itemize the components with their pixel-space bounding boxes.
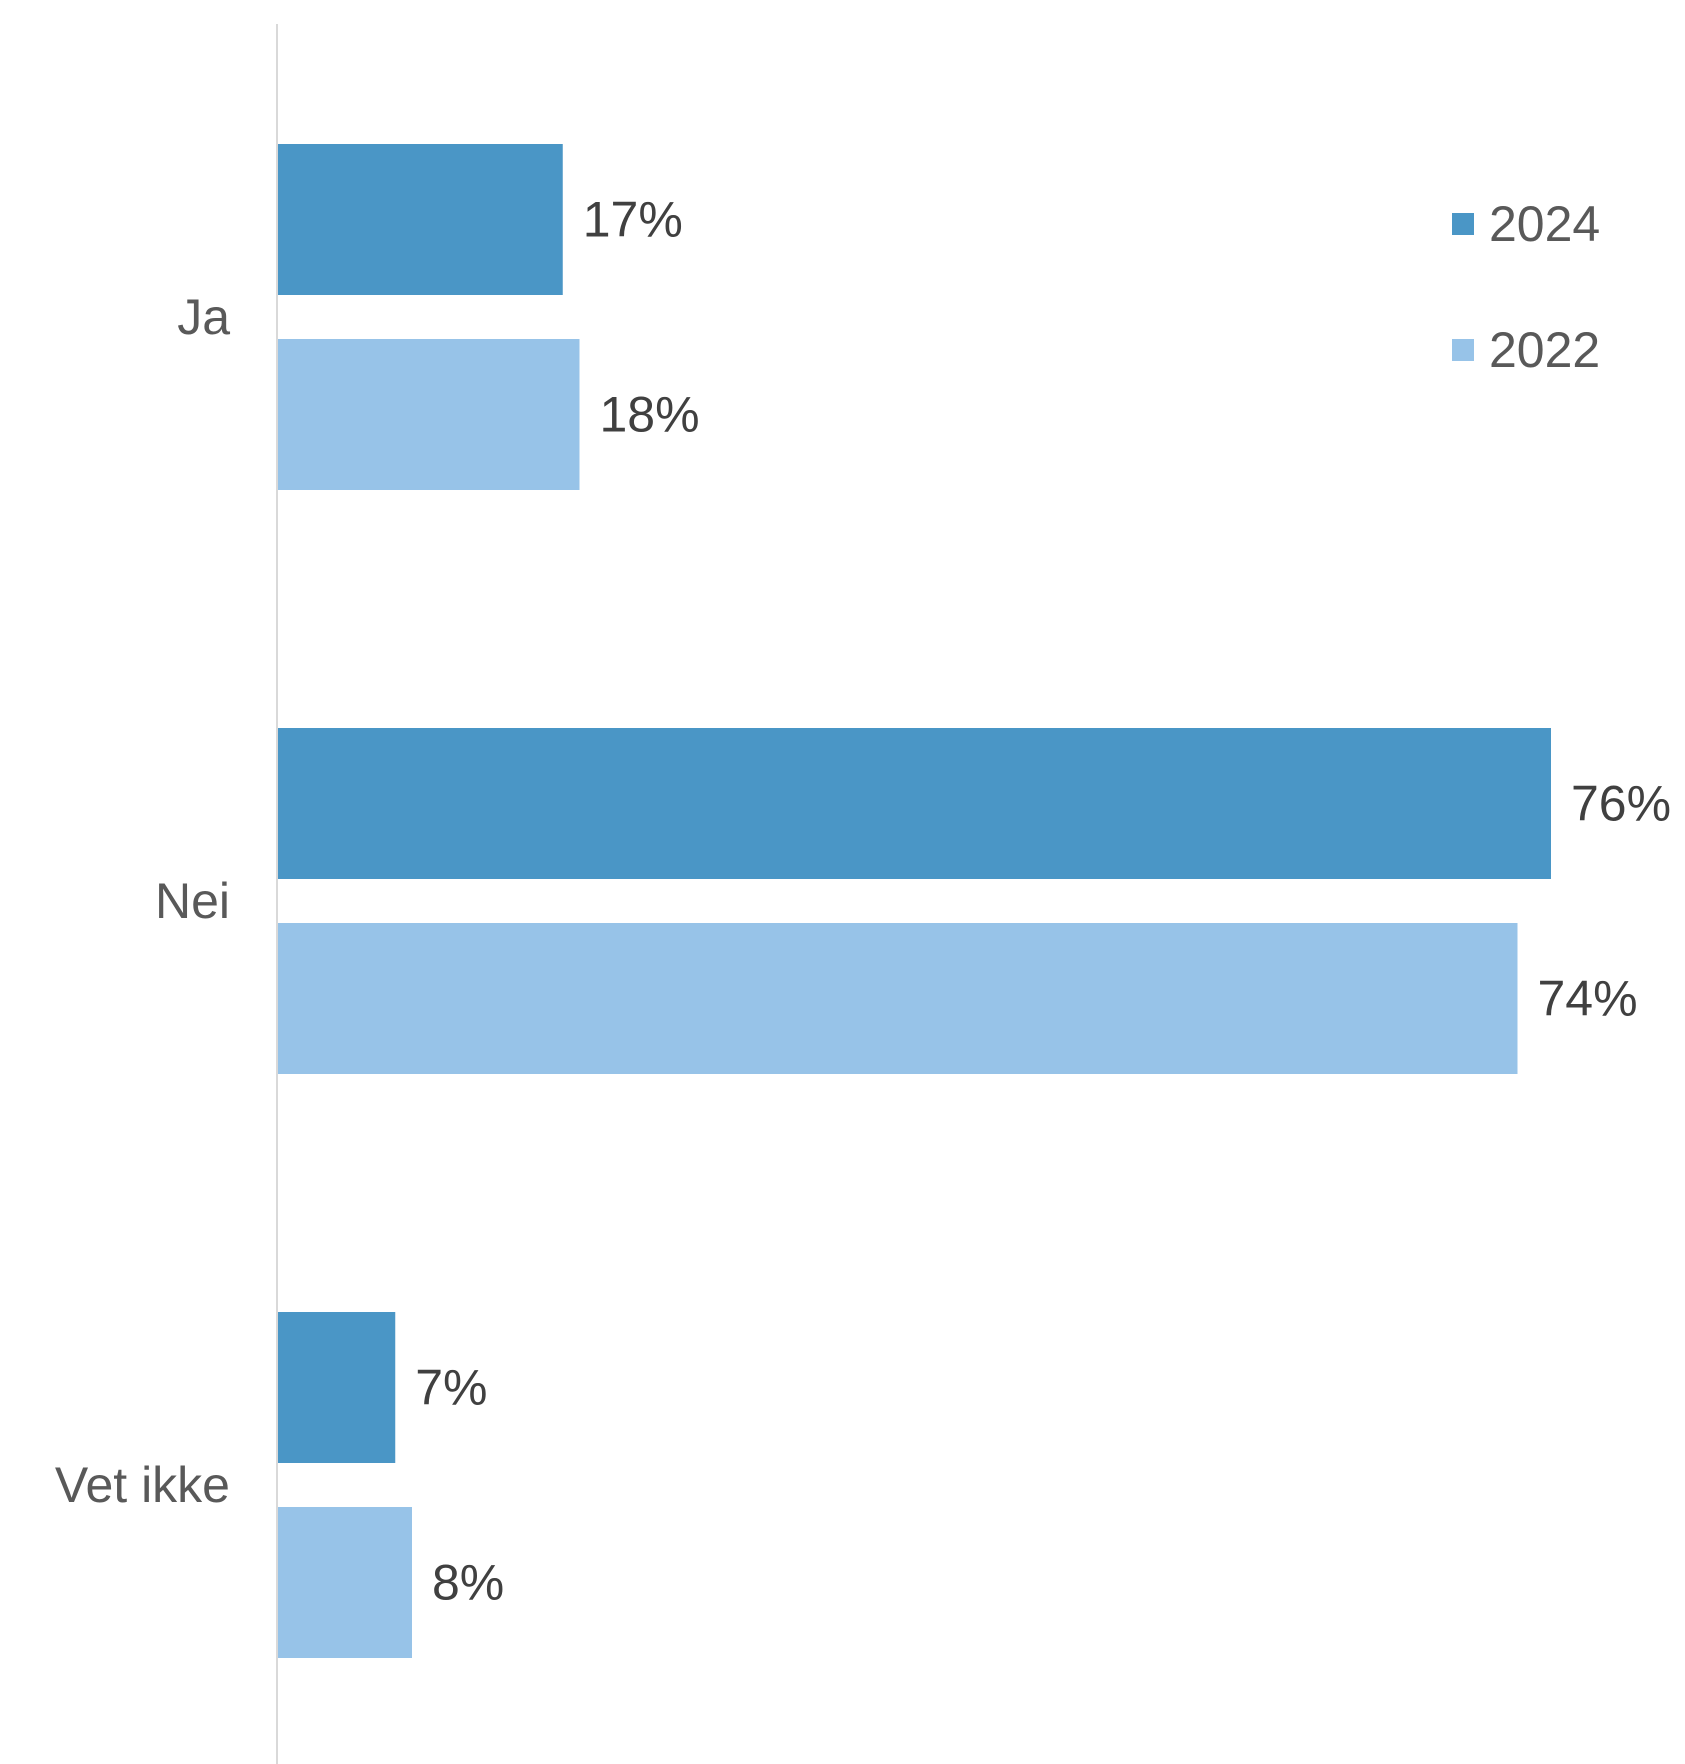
legend-label-2024: 2024 bbox=[1489, 196, 1600, 252]
bar-ja-2024 bbox=[278, 144, 563, 295]
data-label-nei-2022: 74% bbox=[1538, 971, 1638, 1027]
legend-swatch-2022 bbox=[1452, 339, 1474, 361]
category-label-ja: Ja bbox=[177, 289, 230, 345]
bar-nei-2022 bbox=[278, 923, 1518, 1074]
bar-ja-2022 bbox=[278, 339, 580, 490]
bar-vet-ikke-2022 bbox=[278, 1507, 412, 1658]
data-label-ja-2022: 18% bbox=[600, 387, 700, 443]
data-label-ja-2024: 17% bbox=[583, 192, 683, 248]
bar-nei-2024 bbox=[278, 728, 1551, 879]
bars-layer bbox=[278, 144, 1551, 1658]
legend: 2024 2022 bbox=[1452, 196, 1600, 378]
data-labels-layer: 17% 18% 76% 74% 7% 8% bbox=[415, 192, 1671, 1611]
legend-label-2022: 2022 bbox=[1489, 322, 1600, 378]
data-label-nei-2024: 76% bbox=[1571, 776, 1671, 832]
data-label-vet-ikke-2022: 8% bbox=[432, 1555, 504, 1611]
category-label-nei: Nei bbox=[155, 873, 230, 929]
data-label-vet-ikke-2024: 7% bbox=[415, 1360, 487, 1416]
legend-swatch-2024 bbox=[1452, 213, 1474, 235]
category-labels-layer: Ja Nei Vet ikke bbox=[55, 289, 230, 1513]
category-label-vet-ikke: Vet ikke bbox=[55, 1457, 230, 1513]
bar-vet-ikke-2024 bbox=[278, 1312, 396, 1463]
